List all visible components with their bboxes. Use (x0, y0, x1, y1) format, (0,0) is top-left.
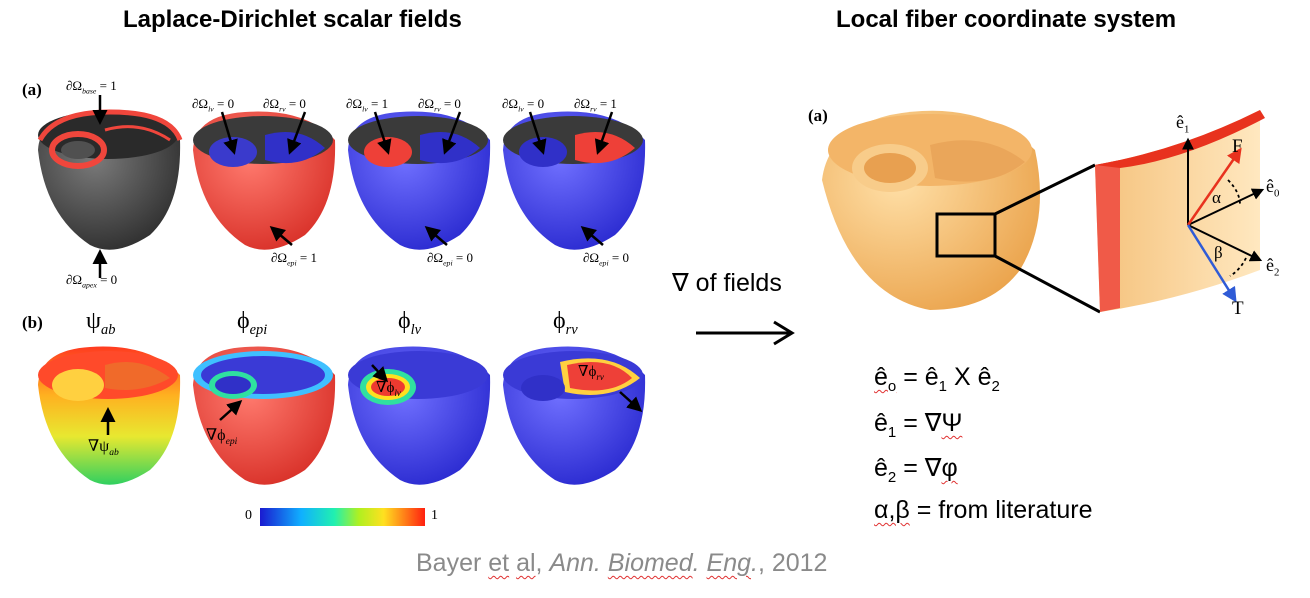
panel-b-label: (b) (22, 313, 43, 332)
citation: Bayer et al, Ann. Biomed. Eng., 2012 (416, 549, 828, 577)
label-h3-lv: ∂Ωlv = 1 (346, 96, 389, 114)
fiber-panel-label: (a) (808, 106, 828, 125)
fiber-F: F (1232, 136, 1243, 157)
left-title: Laplace-Dirichlet scalar fields (123, 6, 462, 33)
angle-alpha: α (1212, 188, 1221, 207)
equation-e1: ê1 = ∇Ψ (874, 409, 963, 441)
axis-e0: ê0 (1266, 176, 1280, 200)
axis-e1: ê1 (1176, 112, 1190, 136)
heart-a2 (193, 111, 336, 250)
label-h3-rv: ∂Ωrv = 0 (418, 96, 461, 114)
label-h4-lv: ∂Ωlv = 0 (502, 96, 545, 114)
angle-beta: β (1214, 243, 1223, 262)
colorbar-max: 1 (431, 508, 438, 523)
heart-b4 (503, 346, 646, 485)
title-phi-lv: ϕlv (398, 308, 422, 338)
grad-phi-rv: ∇ϕrv (578, 364, 604, 382)
label-base: ∂Ωbase = 1 (66, 78, 117, 96)
colorbar-min: 0 (245, 508, 252, 523)
label-h3-epi: ∂Ωepi = 0 (427, 250, 473, 268)
heart-a1 (37, 109, 183, 250)
axis-e2: ê2 (1266, 255, 1280, 279)
gradient-arrow-label: ∇ of fields (672, 269, 782, 297)
grad-phi-epi: ∇ϕepi (206, 427, 238, 448)
panel-a-label: (a) (22, 80, 42, 99)
grad-phi-lv: ∇ϕlv (376, 380, 401, 398)
grad-psi-ab: ∇ψab (88, 438, 119, 459)
fiber-heart (822, 110, 1101, 314)
heart-b3 (348, 346, 491, 485)
title-phi-rv: ϕrv (553, 308, 578, 338)
equation-e2: ê2 = ∇φ (874, 454, 958, 486)
label-h2-lv: ∂Ωlv = 0 (192, 96, 235, 114)
fiber-slab (1095, 110, 1265, 312)
colorbar (260, 508, 425, 526)
label-h2-rv: ∂Ωrv = 0 (263, 96, 306, 114)
title-psi-ab: ψab (86, 308, 116, 338)
heart-a3 (348, 111, 491, 250)
heart-b2 (193, 346, 336, 485)
equation-angles: α,β = from literature (874, 496, 1093, 524)
label-apex: ∂Ωapex = 0 (66, 272, 118, 290)
title-phi-epi: ϕepi (237, 308, 268, 338)
equation-e0: êo = ê1 X ê2 (874, 363, 1000, 395)
heart-a4 (503, 111, 646, 250)
fiber-T: T (1232, 298, 1244, 319)
label-h2-epi: ∂Ωepi = 1 (271, 250, 317, 268)
label-h4-epi: ∂Ωepi = 0 (583, 250, 629, 268)
label-h4-rv: ∂Ωrv = 1 (574, 96, 617, 114)
right-title: Local fiber coordinate system (836, 6, 1177, 33)
